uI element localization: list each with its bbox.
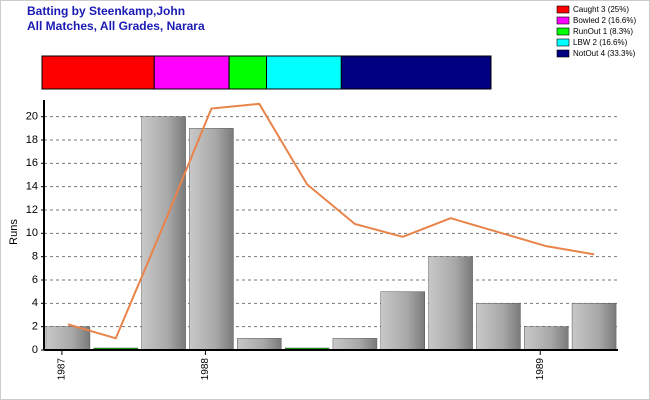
bar <box>571 303 617 351</box>
legend-swatch <box>556 49 570 58</box>
dismissal-segment <box>153 55 230 90</box>
bar <box>523 326 569 351</box>
y-tick-label: 0 <box>32 344 38 356</box>
y-tick-label: 16 <box>26 157 38 169</box>
x-tick-label: 1989 <box>535 358 546 381</box>
y-tick-label: 10 <box>26 227 38 239</box>
bar <box>428 256 473 351</box>
bar <box>476 303 521 351</box>
legend-label: LBW 2 (16.6%) <box>573 38 628 47</box>
y-tick-label: 20 <box>26 111 38 123</box>
legend-swatch <box>556 38 570 47</box>
y-tick-label: 2 <box>32 321 38 333</box>
legend-swatch <box>556 16 570 25</box>
legend-swatch <box>556 5 570 14</box>
legend-label: NotOut 4 (33.3%) <box>573 49 636 58</box>
y-tick-label: 12 <box>26 204 38 216</box>
y-tick-label: 6 <box>32 274 38 286</box>
y-tick-label: 18 <box>26 134 38 146</box>
chart-title: Batting by Steenkamp,John <box>27 4 185 18</box>
x-tick-label: 1987 <box>57 358 68 381</box>
chart-subtitle: All Matches, All Grades, Narara <box>27 19 205 33</box>
y-tick-label: 14 <box>26 181 38 193</box>
bar <box>236 338 282 351</box>
bar <box>141 116 186 351</box>
bar <box>332 338 378 351</box>
dismissal-segment <box>340 55 492 90</box>
bar <box>45 326 91 351</box>
bar <box>189 128 234 351</box>
bar <box>380 291 426 351</box>
x-tick-label: 1988 <box>200 358 211 381</box>
y-tick-label: 8 <box>32 251 38 263</box>
legend-label: Caught 3 (25%) <box>573 5 629 14</box>
average-line <box>67 102 595 340</box>
legend-label: Bowled 2 (16.6%) <box>573 16 636 25</box>
legend-label: RunOut 1 (8.3%) <box>573 27 633 36</box>
dismissal-segment <box>228 55 267 90</box>
y-tick-label: 4 <box>32 297 38 309</box>
dismissal-segment <box>266 55 342 90</box>
y-axis-label: Runs <box>8 219 20 245</box>
legend-swatch <box>556 27 570 36</box>
dismissal-segment <box>41 55 155 90</box>
